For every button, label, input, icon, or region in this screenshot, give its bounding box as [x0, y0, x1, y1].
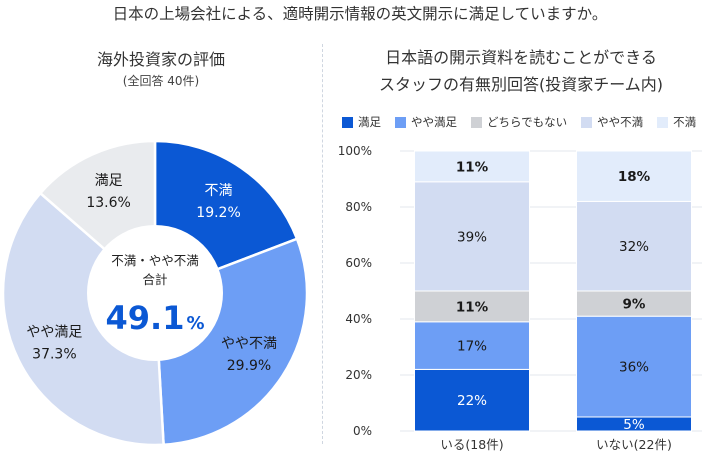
y-tick-label: 0%: [353, 424, 372, 438]
legend-swatch: [581, 116, 593, 128]
pie-slice-3: [1, 191, 165, 447]
bar-segment-2-4: [576, 200, 692, 292]
pie-slice-value: 19.2%: [196, 205, 240, 221]
bar-segment-1-5: [414, 150, 530, 183]
bar-chart-legend: 満足 やや満足 どちらでもない やや不満 不満: [342, 114, 720, 130]
y-tick-label: 40%: [345, 312, 372, 326]
legend-item-5: 不満: [657, 114, 696, 130]
y-tick-label: 80%: [345, 200, 372, 214]
legend-label: 不満: [673, 115, 697, 129]
legend-label: どちらでもない: [487, 115, 568, 129]
pie-center-hole: [87, 225, 223, 361]
pie-center-label-line-2: 合計: [142, 272, 167, 287]
pie-slice-value: 29.9%: [227, 358, 271, 374]
stacked-bar-chart: 0% 20% 40% 60% 80% 100% 22% 17% 11% 39% 11% いる(18件)…: [338, 144, 702, 452]
pie-slice-label: やや満足: [26, 324, 82, 340]
legend-item-4: やや不満: [581, 114, 643, 130]
x-category-label: いない(22件): [596, 437, 672, 452]
pie-chart: 不満 19.2% やや不満 29.9% やや満足 37.3% 満足 13.6% 不満・やや不満合…: [1, 139, 309, 447]
bar-segment-2-3: [576, 290, 692, 317]
legend-label: やや満足: [411, 115, 457, 129]
bar-segment-label: 18%: [618, 169, 651, 185]
y-tick-label: 100%: [338, 144, 372, 158]
pie-slice-value: 37.3%: [32, 346, 76, 362]
legend-swatch: [657, 116, 669, 128]
legend-swatch: [395, 116, 406, 128]
bar-segment-label: 5%: [623, 417, 645, 433]
y-tick-label: 20%: [345, 368, 372, 382]
bar-segment-2-5: [576, 150, 692, 202]
bar-segment-1-4: [414, 181, 530, 292]
main-title: 日本の上場会社による、適時開示情報の英文開示に満足していますか。: [112, 5, 608, 23]
pie-chart-title: 海外投資家の評価: [96, 50, 225, 69]
x-category-label: いる(18件): [440, 437, 503, 452]
bar-segment-label: 11%: [456, 299, 489, 315]
bar-segment-2-2: [576, 315, 692, 418]
bar-segment-label: 39%: [457, 229, 487, 245]
legend-item-3: どちらでもない: [471, 114, 567, 130]
bar-segment-1-1: [414, 368, 530, 432]
pie-slice-label: やや不満: [221, 336, 277, 352]
legend-swatch: [342, 116, 353, 128]
legend-item-2: やや満足: [395, 114, 457, 130]
bar-segment-label: 17%: [457, 339, 487, 355]
bar-segment-label: 9%: [623, 297, 646, 313]
legend-label: やや不満: [597, 115, 644, 129]
bar-segment-1-3: [414, 290, 530, 323]
bar-segment-label: 11%: [456, 159, 489, 175]
legend-swatch: [471, 116, 482, 128]
panel-divider: [322, 44, 323, 444]
pie-chart-subtitle: (全回答 40件): [122, 74, 200, 88]
bar-chart-title-line-1: 日本語の開示資料を読むことができる: [385, 48, 657, 67]
bar-segment-label: 32%: [619, 239, 649, 255]
pie-center-label-line-1: 不満・やや不満: [111, 253, 199, 268]
legend-label: 満足: [358, 115, 381, 129]
pie-slice-label: 満足: [95, 173, 123, 189]
pie-center-value: 49.1%: [106, 299, 205, 337]
bar-segment-label: 22%: [457, 393, 487, 409]
bar-chart-title-line-2: スタッフの有無別回答(投資家チーム内): [378, 75, 663, 94]
pie-slice-label: 不満: [205, 183, 233, 199]
y-tick-label: 60%: [345, 256, 372, 270]
bar-chart-title: 日本語の開示資料を読むことができる スタッフの有無別回答(投資家チーム内): [322, 44, 720, 98]
bar-segment-label: 36%: [619, 360, 649, 376]
pie-slice-value: 13.6%: [86, 195, 130, 211]
legend-item-1: 満足: [342, 114, 381, 130]
bar-segment-1-2: [414, 321, 530, 370]
